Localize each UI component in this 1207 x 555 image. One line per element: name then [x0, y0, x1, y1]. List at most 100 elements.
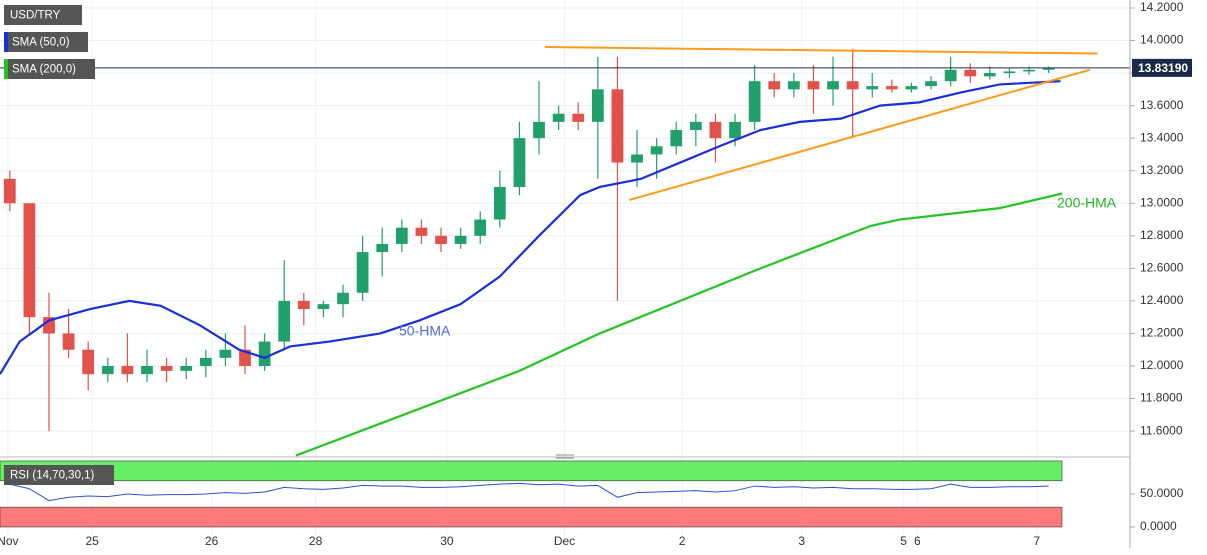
candle-body	[1003, 71, 1016, 74]
x-tick-label: Dec	[554, 534, 575, 548]
legend: USD/TRY SMA (50,0) SMA (200,0) RSI (14,7…	[4, 5, 114, 485]
candle-body	[866, 86, 879, 90]
y-tick-label: 13.2000	[1140, 163, 1184, 177]
rsi-band	[0, 506, 1063, 528]
candle-body	[219, 349, 232, 358]
candle-body	[121, 365, 134, 375]
candle-body	[787, 81, 800, 90]
candle-body	[650, 146, 663, 155]
candle-body	[983, 73, 996, 77]
x-tick-label: 2	[679, 534, 686, 548]
x-tick-label: 3	[798, 534, 805, 548]
candle-body	[180, 365, 193, 371]
candle-body	[689, 121, 702, 131]
y-tick-label: 12.6000	[1140, 261, 1184, 275]
candle-body	[23, 203, 36, 318]
annotation: 50-HMA	[399, 323, 451, 339]
candle-body	[591, 89, 604, 122]
legend-box	[4, 5, 82, 25]
legend-box	[4, 465, 114, 485]
legend-swatch	[4, 59, 8, 79]
axis: 11.6000 11.8000 12.0000 12.2000 12.4000 12.60…	[0, 0, 1192, 548]
y-tick-label: 0.0000	[1140, 519, 1177, 533]
trendline	[544, 46, 1098, 55]
candle-body	[1023, 69, 1035, 72]
candle-body	[552, 113, 565, 122]
candle-body	[768, 81, 781, 90]
candle-body	[670, 130, 683, 147]
candle-body	[905, 86, 918, 90]
x-tick-label: 5	[900, 534, 907, 548]
candle-body	[337, 292, 349, 305]
candle-body	[141, 365, 153, 375]
candle-body	[297, 300, 310, 310]
moving-average	[0, 80, 1061, 375]
legend-swatch	[4, 32, 8, 52]
candle-body	[43, 317, 55, 334]
last-price-box	[1132, 58, 1192, 77]
candle-body	[572, 113, 585, 122]
rsi-line	[9, 482, 1049, 502]
annotation: 200-HMA	[1057, 195, 1117, 211]
candle-body	[709, 121, 722, 139]
y-tick-label: 12.0000	[1140, 358, 1184, 372]
candle-body	[435, 235, 447, 244]
last-price-label: 13.83190	[1138, 61, 1188, 75]
y-tick-label: 50.0000	[1140, 486, 1184, 500]
candle-body	[317, 304, 330, 310]
candle-body	[415, 227, 428, 236]
y-tick-label: 11.8000	[1140, 391, 1183, 405]
candle-body	[944, 69, 957, 82]
x-tick-label: 6	[914, 534, 921, 548]
candle-body	[827, 81, 839, 90]
x-tick-label: 7	[1034, 534, 1041, 548]
candle-body	[101, 365, 114, 375]
candle-body	[474, 219, 487, 236]
rsi-band	[0, 460, 1063, 482]
y-tick-label: 13.6000	[1140, 98, 1184, 112]
candle-body	[82, 349, 95, 375]
rsi-title: RSI (14,70,30,1)	[10, 470, 95, 482]
candle-body	[278, 300, 291, 342]
candle-body	[611, 89, 624, 163]
y-tick-label: 13.0000	[1140, 195, 1184, 209]
plot	[0, 46, 1130, 528]
candle-body	[631, 154, 643, 163]
candle-body	[62, 333, 75, 350]
y-tick-label: 12.4000	[1140, 293, 1184, 307]
candle-body	[356, 252, 369, 293]
y-tick-label: 14.0000	[1140, 33, 1184, 47]
legend-label: SMA (50,0)	[12, 37, 70, 49]
x-tick-label: 26	[205, 534, 219, 548]
candle-body	[493, 186, 506, 220]
candle-body	[395, 227, 408, 244]
candle-body	[533, 121, 545, 139]
candle-body	[513, 138, 526, 187]
candle-body	[376, 243, 389, 253]
y-tick-label: 12.8000	[1140, 228, 1184, 242]
y-tick-label: 11.6000	[1140, 423, 1183, 437]
candle-body	[3, 178, 16, 204]
y-tick-label: 14.2000	[1140, 0, 1184, 14]
candle-body	[885, 86, 898, 90]
candle-body	[454, 235, 467, 244]
candle-body	[846, 81, 859, 90]
candle-body	[160, 365, 173, 371]
x-tick-label: 30	[440, 534, 454, 548]
candle-body	[925, 81, 937, 87]
legend-box	[4, 59, 95, 79]
moving-average	[295, 192, 1063, 457]
candle-body	[748, 81, 761, 122]
x-tick-label: 28	[309, 534, 323, 548]
legend-label: SMA (200,0)	[12, 64, 76, 76]
x-tick-label: 25	[85, 534, 99, 548]
candle-body	[258, 341, 271, 366]
legend-title: USD/TRY	[10, 10, 61, 22]
y-tick-label: 12.2000	[1140, 326, 1184, 340]
candle-body	[1042, 68, 1055, 70]
candle-body	[729, 121, 741, 139]
y-tick-label: 13.4000	[1140, 130, 1184, 144]
x-tick-label: Nov	[0, 534, 19, 548]
candle-body	[807, 81, 820, 90]
